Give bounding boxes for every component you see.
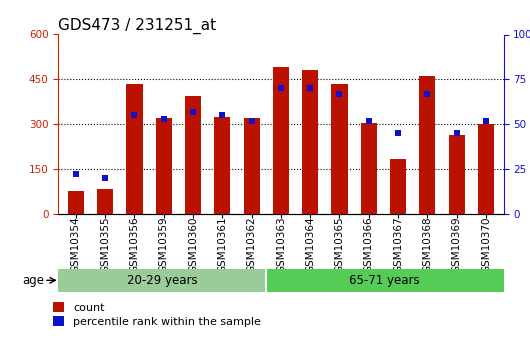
Bar <box>58 269 266 292</box>
Bar <box>361 123 377 214</box>
Legend: count, percentile rank within the sample: count, percentile rank within the sample <box>53 302 261 327</box>
Text: GDS473 / 231251_at: GDS473 / 231251_at <box>58 18 216 34</box>
Bar <box>185 96 201 214</box>
Bar <box>419 76 436 214</box>
Text: GSM10368: GSM10368 <box>422 217 432 273</box>
Text: GSM10366: GSM10366 <box>364 217 374 273</box>
Bar <box>244 118 260 214</box>
Text: GSM10359: GSM10359 <box>159 217 169 273</box>
Text: GSM10363: GSM10363 <box>276 217 286 273</box>
Text: GSM10360: GSM10360 <box>188 217 198 273</box>
Text: GSM10365: GSM10365 <box>334 217 344 273</box>
Bar <box>273 67 289 214</box>
Bar <box>97 189 113 214</box>
Text: GSM10361: GSM10361 <box>217 217 227 273</box>
Bar <box>68 191 84 214</box>
Bar <box>214 117 231 214</box>
Text: GSM10369: GSM10369 <box>452 217 462 273</box>
Text: 65-71 years: 65-71 years <box>349 274 420 287</box>
Text: GSM10364: GSM10364 <box>305 217 315 273</box>
Text: 20-29 years: 20-29 years <box>127 274 198 287</box>
Text: GSM10354: GSM10354 <box>71 217 81 273</box>
Text: GSM10355: GSM10355 <box>100 217 110 273</box>
Bar <box>126 84 143 214</box>
Text: GSM10362: GSM10362 <box>246 217 257 273</box>
Bar <box>156 118 172 214</box>
Text: GSM10367: GSM10367 <box>393 217 403 273</box>
Bar <box>302 70 318 214</box>
Bar <box>331 84 348 214</box>
Bar <box>266 269 504 292</box>
Text: age: age <box>22 274 44 287</box>
Bar <box>478 124 494 214</box>
Bar <box>448 135 465 214</box>
Text: GSM10356: GSM10356 <box>129 217 139 273</box>
Text: GSM10370: GSM10370 <box>481 217 491 273</box>
Bar <box>390 159 406 214</box>
